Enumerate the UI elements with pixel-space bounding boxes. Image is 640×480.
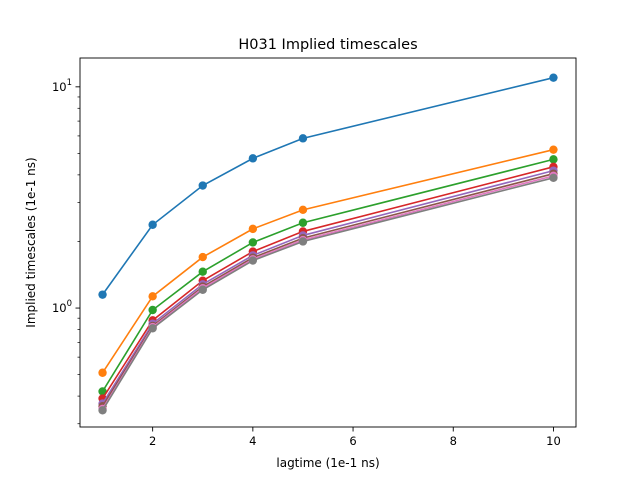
- data-point: [98, 406, 107, 415]
- data-point: [98, 290, 107, 299]
- data-point: [198, 252, 207, 262]
- series-3: [98, 155, 558, 396]
- series-line: [101, 177, 554, 411]
- data-point: [198, 267, 207, 276]
- plot-area: [98, 73, 558, 415]
- data-point: [248, 256, 258, 265]
- series-2: [98, 145, 558, 377]
- x-tick-label: 6: [349, 434, 356, 448]
- data-point: [248, 238, 258, 247]
- series-line: [101, 166, 554, 399]
- data-point: [198, 285, 207, 294]
- x-tick-label: 10: [546, 434, 561, 448]
- x-axis-label: lagtime (1e-1 ns): [276, 456, 379, 470]
- data-point: [298, 237, 308, 246]
- data-point: [549, 173, 558, 182]
- data-point: [298, 205, 308, 215]
- data-point: [148, 292, 157, 301]
- data-point: [549, 145, 558, 154]
- y-axis-label: Implied timescales (1e-1 ns): [24, 157, 38, 327]
- data-point: [549, 73, 558, 82]
- data-point: [248, 154, 258, 163]
- series-line: [101, 148, 554, 374]
- data-point: [148, 324, 157, 333]
- chart-title: H031 Implied timescales: [238, 37, 417, 53]
- x-tick-label: 2: [149, 434, 156, 448]
- data-point: [549, 155, 558, 164]
- data-point: [298, 134, 308, 143]
- data-point: [198, 181, 207, 190]
- x-tick-label: 4: [249, 434, 256, 448]
- data-point: [248, 224, 258, 234]
- plot-frame: [79, 57, 577, 428]
- y-tick-label: 100: [52, 299, 72, 315]
- series-8: [98, 173, 558, 415]
- data-point: [298, 218, 308, 227]
- axes: 2 4 6 8 10 100 101: [52, 78, 561, 448]
- data-point: [148, 220, 157, 229]
- data-point: [148, 305, 157, 315]
- x-tick-label: 8: [450, 434, 457, 448]
- series-line: [101, 169, 554, 405]
- series-1: [98, 73, 558, 299]
- data-point: [98, 387, 107, 396]
- y-tick-label: 101: [52, 78, 72, 94]
- series-line: [101, 158, 554, 392]
- series-line: [101, 76, 554, 296]
- data-point: [98, 368, 107, 377]
